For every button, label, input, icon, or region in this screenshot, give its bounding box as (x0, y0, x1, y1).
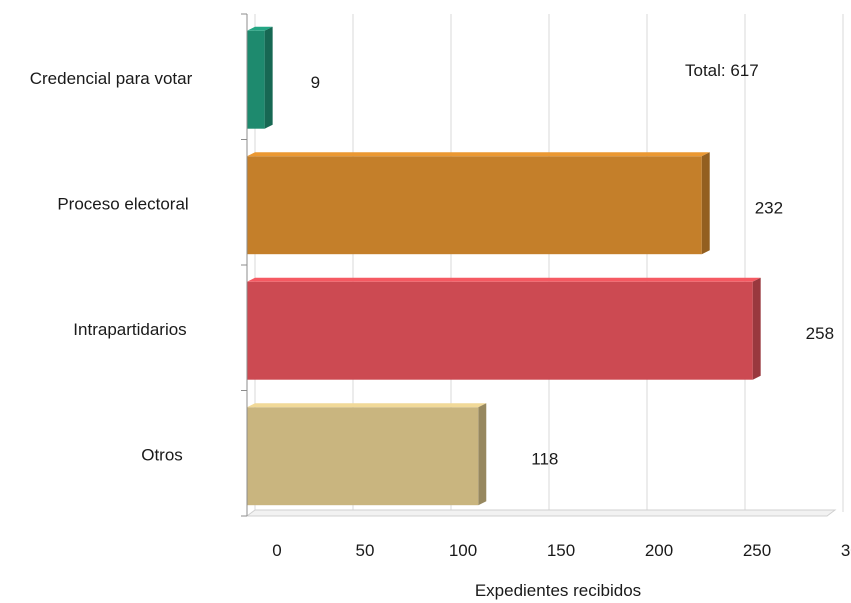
bar (247, 403, 487, 506)
x-tick-label: 100 (449, 541, 477, 560)
x-tick-label: 250 (743, 541, 771, 560)
bar-side-face (264, 26, 273, 129)
x-tick-label: 300 (841, 541, 851, 560)
category-label: Proceso electoral (57, 195, 188, 214)
bar-side-face (752, 277, 761, 380)
category-label: Otros (141, 446, 183, 465)
x-tick-label: 50 (356, 541, 375, 560)
bar-top-face (247, 277, 761, 282)
x-tick-label: 150 (547, 541, 575, 560)
data-label: 258 (806, 324, 834, 343)
bar (247, 26, 273, 129)
data-label: 118 (531, 450, 558, 469)
bar-front-face (247, 156, 702, 255)
data-label: 232 (755, 199, 783, 218)
bar-side-face (478, 403, 487, 506)
total-annotation: Total: 617 (685, 61, 759, 80)
bars (247, 26, 761, 506)
bar (247, 277, 761, 380)
data-label: 9 (311, 73, 320, 92)
bar-side-face (701, 152, 710, 255)
category-label: Credencial para votar (30, 69, 193, 88)
floor (245, 509, 837, 517)
bar-top-face (247, 26, 273, 31)
bar-top-face (247, 152, 710, 157)
bar-top-face (247, 403, 487, 408)
labels: 0 50 100 150 200 250 300 Credencial para votar 9… (30, 69, 851, 560)
bar-front-face (247, 281, 753, 380)
x-tick-label: 0 (272, 541, 281, 560)
category-label: Intrapartidarios (73, 320, 186, 339)
bar (247, 152, 710, 255)
x-tick-label: 200 (645, 541, 673, 560)
bar-front-face (247, 30, 265, 129)
axes (241, 13, 248, 517)
x-axis-title: Expedientes recibidos (475, 581, 641, 600)
bar-front-face (247, 407, 479, 506)
